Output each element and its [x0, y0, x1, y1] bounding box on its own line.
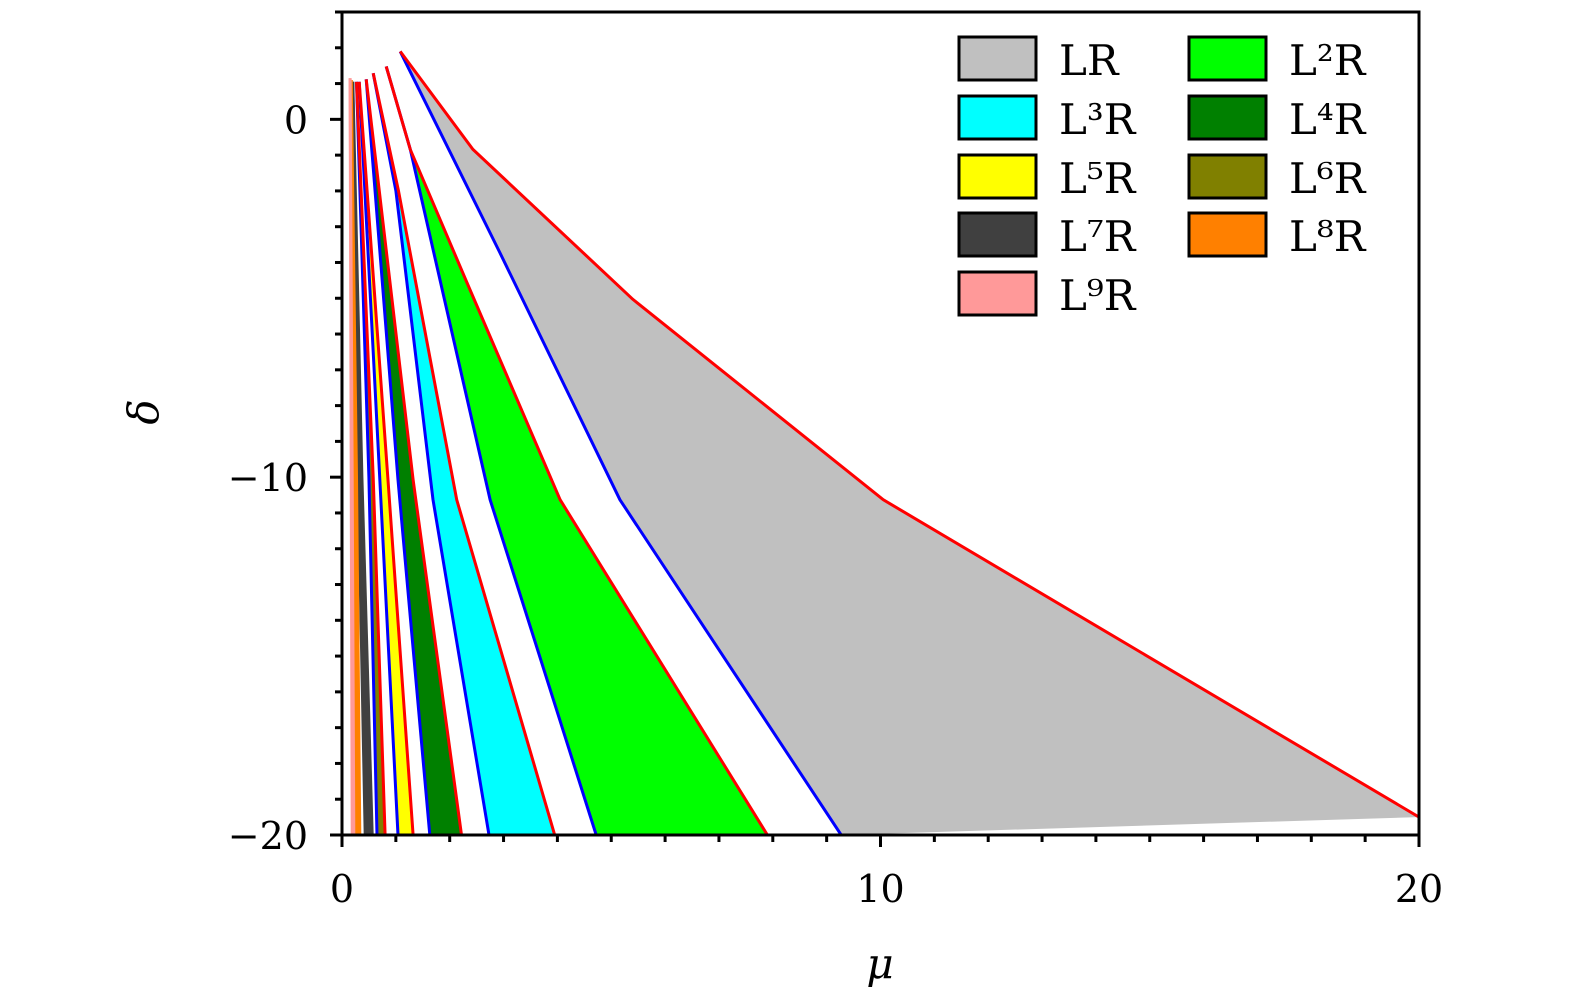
legend-item: L⁸R: [1187, 211, 1367, 261]
x-axis-label: μ: [866, 939, 893, 988]
region-1-right-boundary: [398, 50, 1419, 819]
legend-swatch: [957, 270, 1038, 317]
legend-label: L⁸R: [1289, 212, 1367, 261]
legend-item: L²R: [1187, 35, 1367, 85]
legend-label: LR: [1059, 36, 1120, 85]
region-9-right-boundary: [348, 78, 356, 835]
legend-swatch: [1187, 94, 1268, 141]
legend-label: L⁶R: [1289, 154, 1367, 203]
legend-swatch: [957, 35, 1038, 82]
x-tick-label: 0: [330, 867, 354, 911]
legend-label: L²R: [1289, 36, 1367, 85]
legend: LR L²R L³R L⁴R L⁵R L⁶R L⁷R L⁸R L⁹R: [957, 35, 1367, 320]
legend-item: L⁹R: [957, 270, 1137, 320]
region-8-right-boundary: [349, 79, 362, 835]
y-axis-label: δ: [119, 399, 168, 424]
legend-item: L³R: [957, 94, 1137, 144]
boundary-lines: [348, 50, 1419, 835]
x-tick-label: 20: [1395, 867, 1443, 911]
axis-ticks: [330, 10, 1421, 847]
legend-swatch: [1187, 35, 1268, 82]
legend-item: L⁶R: [1187, 153, 1367, 203]
legend-item: L⁵R: [957, 153, 1137, 203]
legend-label: L⁹R: [1059, 271, 1137, 320]
region-1-left-boundary: [398, 50, 843, 835]
legend-swatch: [957, 94, 1038, 141]
region-4-right-boundary: [364, 79, 463, 835]
y-tick-label: −20: [228, 814, 308, 858]
region-1: [400, 51, 1419, 835]
region-2: [386, 66, 768, 835]
legend-item: L⁴R: [1187, 94, 1367, 144]
legend-label: L³R: [1059, 95, 1137, 144]
region-3-right-boundary: [371, 72, 557, 835]
legend-item: LR: [957, 35, 1120, 85]
region-5-left-boundary: [357, 81, 400, 835]
y-tick-label: −10: [228, 456, 308, 500]
y-tick-label: 0: [284, 98, 308, 142]
legend-swatch: [1187, 153, 1268, 200]
region-6-right-boundary: [355, 81, 387, 835]
legend-label: L⁷R: [1059, 212, 1137, 261]
tick-labels: 0 10 20 0 −10 −20: [228, 98, 1443, 911]
legend-swatch: [1187, 211, 1268, 258]
x-tick-label: 10: [856, 867, 904, 911]
region-7-right-boundary: [351, 81, 374, 835]
region-2-right-boundary: [384, 65, 769, 835]
legend-item: L⁷R: [957, 211, 1137, 261]
region-4-left-boundary: [364, 79, 432, 835]
legend-label: L⁴R: [1289, 95, 1367, 144]
legend-swatch: [957, 211, 1038, 258]
region-5-right-boundary: [357, 81, 415, 835]
legend-label: L⁵R: [1059, 154, 1137, 203]
legend-swatch: [957, 153, 1038, 200]
